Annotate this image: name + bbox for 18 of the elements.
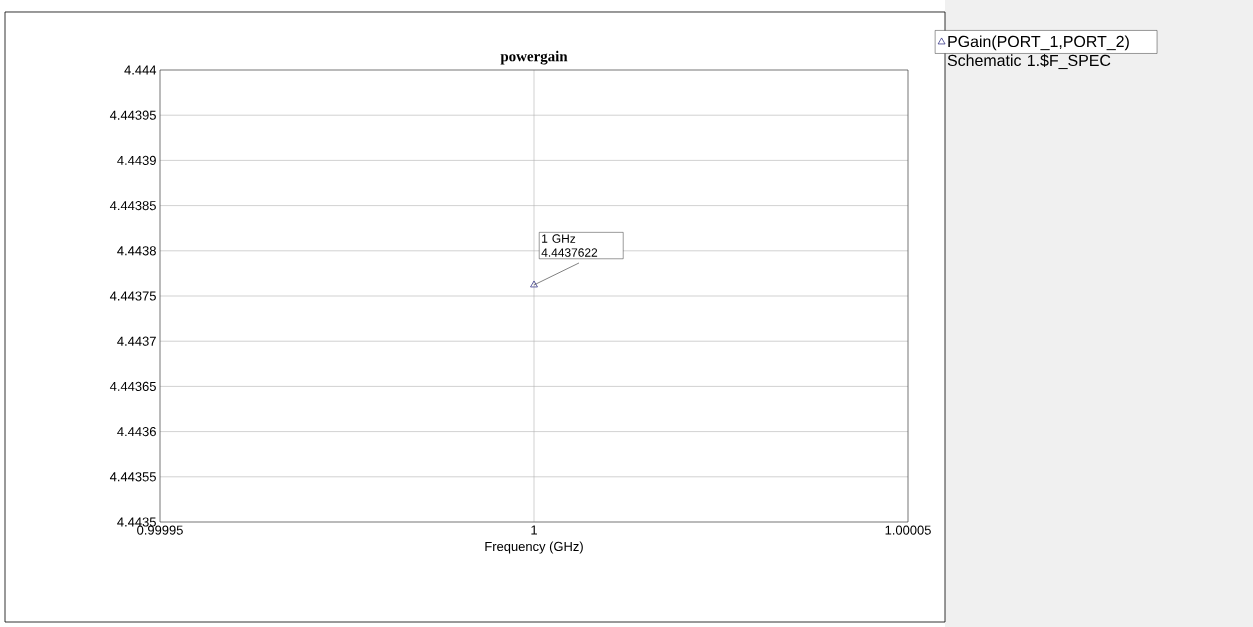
chart-title: powergain: [500, 50, 568, 65]
y-tick-label: 4.4436: [117, 427, 156, 437]
x-tick-label: 0.99995: [137, 525, 183, 535]
y-tick-label: 4.44385: [109, 201, 156, 211]
x-axis-title: Frequency (GHz): [485, 541, 583, 554]
y-tick-label: 4.4438: [117, 246, 156, 256]
y-tick-label: 4.4439: [117, 155, 156, 165]
y-tick-label: 4.44375: [109, 291, 156, 301]
x-tick-label: 1.00005: [885, 525, 931, 535]
x-tick-label: 1: [531, 525, 537, 535]
legend-label: PGain(PORT_1,PORT_2) Schematic 1.$F_SPEC: [947, 35, 1129, 70]
y-tick-label: 4.444: [124, 65, 157, 75]
y-tick-label: 4.4435: [117, 517, 156, 527]
y-tick-label: 4.44355: [109, 472, 156, 482]
annotation: 1 GHz 4.4437622: [541, 234, 598, 257]
y-tick-label: 4.44395: [109, 110, 156, 120]
y-tick-label: 4.4437: [117, 336, 156, 346]
y-tick-label: 4.44365: [109, 381, 156, 391]
